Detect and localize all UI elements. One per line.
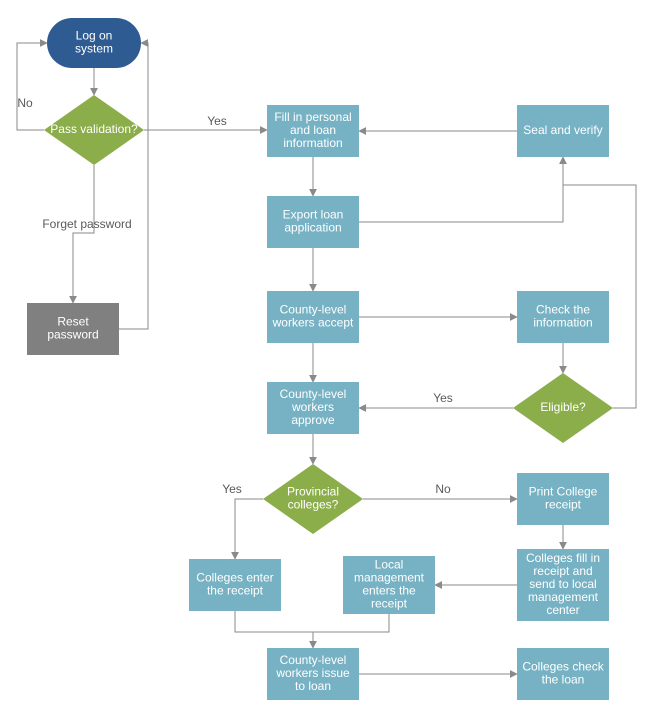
node-provColleges: Provincialcolleges? — [263, 464, 363, 534]
node-label-checkInfo: Check theinformation — [533, 303, 592, 330]
node-localMgmt: Localmanagemententers thereceipt — [343, 556, 435, 614]
node-collegesEnter: Colleges enterthe receipt — [189, 559, 281, 611]
node-label-countyAccept: County-levelworkers accept — [272, 303, 354, 330]
loan-flowchart: NoYesForget passwordYesNoYesLog onsystem… — [0, 0, 663, 711]
node-label-start: Log onsystem — [75, 29, 113, 56]
edge-e-local-issue — [313, 614, 389, 632]
node-countyAccept: County-levelworkers accept — [267, 291, 359, 343]
node-collegesFill: Colleges fill inreceipt andsend to local… — [517, 549, 609, 621]
node-printReceipt: Print Collegereceipt — [517, 473, 609, 525]
node-label-passValid: Pass validation? — [50, 122, 138, 136]
node-label-eligible: Eligible? — [540, 400, 586, 414]
nodes-layer: Log onsystem Pass validation? Resetpasswor… — [27, 18, 613, 700]
edge-e-reset-start — [119, 43, 148, 329]
node-resetPwd: Resetpassword — [27, 303, 119, 355]
edge-e-eligible-seal — [563, 157, 636, 408]
node-countyApprove: County-levelworkersapprove — [267, 382, 359, 434]
edge-e-enter-issue — [235, 611, 313, 648]
edge-e-prov-enter — [235, 499, 263, 559]
node-exportLoan: Export loanapplication — [267, 196, 359, 248]
node-fillInfo: Fill in personaland loaninformation — [267, 105, 359, 157]
node-sealVerify: Seal and verify — [517, 105, 609, 157]
edge-label-e-valid-no: No — [17, 96, 33, 110]
node-passValid: Pass validation? — [44, 95, 144, 165]
node-countyIssue: County-levelworkers issueto loan — [267, 648, 359, 700]
node-eligible: Eligible? — [513, 373, 613, 443]
edge-e-export-seal — [359, 157, 563, 222]
node-label-exportLoan: Export loanapplication — [283, 208, 344, 235]
edge-label-e-valid-forget: Forget password — [42, 217, 131, 231]
edge-label-e-prov-enter: Yes — [222, 482, 242, 496]
edge-label-e-valid-yes: Yes — [207, 114, 227, 128]
node-label-collegesEnter: Colleges enterthe receipt — [196, 571, 273, 598]
node-label-provColleges: Provincialcolleges? — [287, 485, 339, 512]
edge-e-valid-no — [17, 43, 47, 130]
node-start: Log onsystem — [47, 18, 141, 68]
node-collegesCheck: Colleges checkthe loan — [517, 648, 609, 700]
node-checkInfo: Check theinformation — [517, 291, 609, 343]
edge-label-e-eligible-approve: Yes — [433, 391, 453, 405]
edge-label-e-prov-print: No — [435, 482, 451, 496]
node-label-sealVerify: Seal and verify — [523, 123, 602, 137]
edge-e-valid-forget — [73, 165, 94, 303]
